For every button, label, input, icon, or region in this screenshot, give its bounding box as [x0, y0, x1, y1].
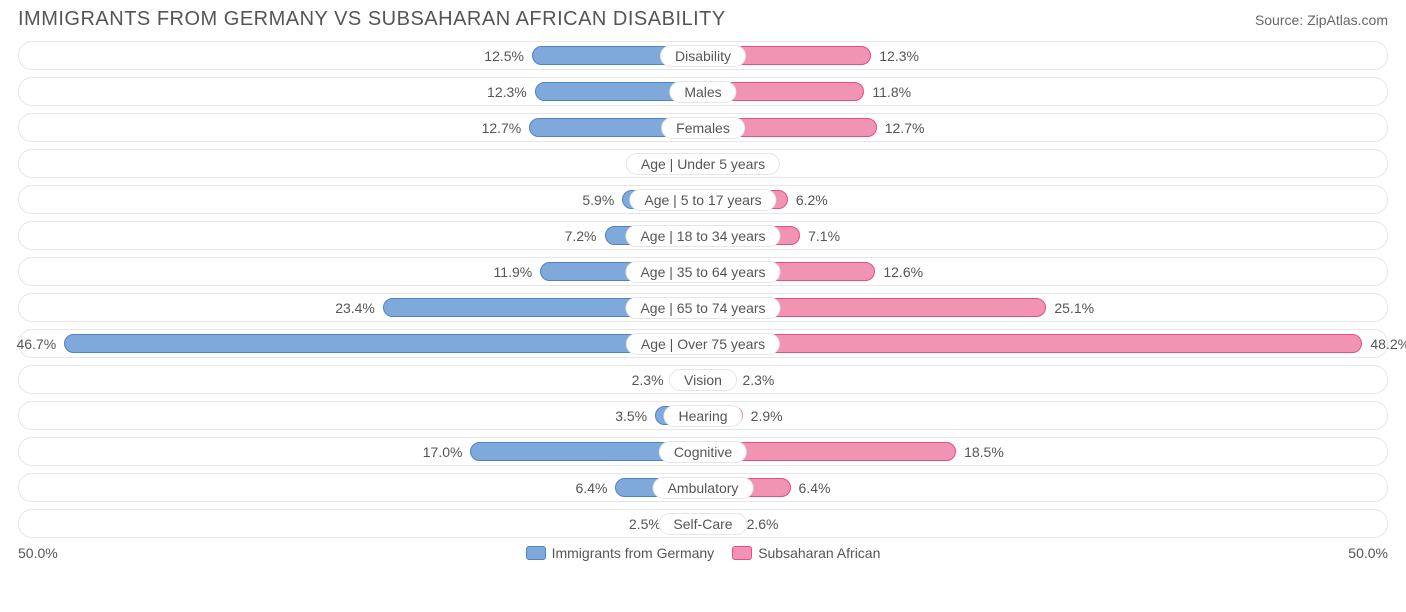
- legend-swatch-right: [732, 546, 752, 560]
- bar-right: [703, 334, 1362, 353]
- value-right: 12.7%: [885, 120, 925, 136]
- value-right: 7.1%: [808, 228, 840, 244]
- value-right: 2.6%: [747, 516, 779, 532]
- chart-row: 2.3% 2.3% Vision: [18, 365, 1388, 394]
- row-label: Self-Care: [658, 513, 747, 535]
- chart-row: 12.7% 12.7% Females: [18, 113, 1388, 142]
- value-right: 6.4%: [799, 480, 831, 496]
- row-label: Age | 35 to 64 years: [625, 261, 780, 283]
- value-left: 23.4%: [335, 300, 375, 316]
- row-label: Age | 65 to 74 years: [625, 297, 780, 319]
- chart-row: 12.5% 12.3% Disability: [18, 41, 1388, 70]
- value-right: 11.8%: [872, 84, 911, 100]
- chart-source: Source: ZipAtlas.com: [1255, 12, 1388, 28]
- bar-left: [64, 334, 703, 353]
- value-right: 2.9%: [751, 408, 783, 424]
- chart-row: 23.4% 25.1% Age | 65 to 74 years: [18, 293, 1388, 322]
- row-label: Males: [669, 81, 736, 103]
- value-left: 3.5%: [615, 408, 647, 424]
- legend-item-right: Subsaharan African: [732, 545, 880, 561]
- legend-swatch-left: [526, 546, 546, 560]
- legend: Immigrants from Germany Subsaharan Afric…: [526, 545, 881, 561]
- value-right: 12.3%: [879, 48, 919, 64]
- value-left: 7.2%: [565, 228, 597, 244]
- chart-row: 7.2% 7.1% Age | 18 to 34 years: [18, 221, 1388, 250]
- chart-row: 3.5% 2.9% Hearing: [18, 401, 1388, 430]
- value-left: 6.4%: [576, 480, 608, 496]
- value-right: 6.2%: [796, 192, 828, 208]
- value-left: 2.3%: [632, 372, 664, 388]
- row-label: Age | 18 to 34 years: [625, 225, 780, 247]
- row-label: Cognitive: [659, 441, 747, 463]
- legend-item-left: Immigrants from Germany: [526, 545, 715, 561]
- chart-title: IMMIGRANTS FROM GERMANY VS SUBSAHARAN AF…: [18, 8, 726, 31]
- chart-row: 6.4% 6.4% Ambulatory: [18, 473, 1388, 502]
- row-label: Age | 5 to 17 years: [629, 189, 776, 211]
- axis-right-max: 50.0%: [1348, 545, 1388, 561]
- value-left: 17.0%: [423, 444, 463, 460]
- axis-left-max: 50.0%: [18, 545, 58, 561]
- chart-row: 1.4%1.3%Age | Under 5 years: [18, 149, 1388, 178]
- row-label: Age | Under 5 years: [626, 153, 780, 175]
- row-label: Age | Over 75 years: [626, 333, 780, 355]
- value-left: 5.9%: [582, 192, 614, 208]
- row-label: Hearing: [663, 405, 742, 427]
- diverging-bar-chart: 12.5% 12.3% Disability 12.3% 11.8% Males 12.7%…: [18, 41, 1388, 538]
- chart-footer: 50.0% Immigrants from Germany Subsaharan…: [18, 545, 1388, 561]
- row-label: Vision: [669, 369, 737, 391]
- value-right: 2.3%: [742, 372, 774, 388]
- chart-row: 17.0% 18.5% Cognitive: [18, 437, 1388, 466]
- value-right: 48.2%: [1370, 336, 1406, 352]
- row-label: Disability: [660, 45, 746, 67]
- row-label: Ambulatory: [653, 477, 754, 499]
- value-left: 2.5%: [629, 516, 661, 532]
- value-left: 12.7%: [482, 120, 522, 136]
- chart-row: 5.9% 6.2% Age | 5 to 17 years: [18, 185, 1388, 214]
- value-left: 12.5%: [484, 48, 524, 64]
- chart-row: 12.3% 11.8% Males: [18, 77, 1388, 106]
- chart-row: 2.5% 2.6%Self-Care: [18, 509, 1388, 538]
- value-left: 11.9%: [494, 264, 533, 280]
- value-right: 12.6%: [883, 264, 923, 280]
- legend-label-right: Subsaharan African: [758, 545, 880, 561]
- chart-row: 46.7%48.2%Age | Over 75 years: [18, 329, 1388, 358]
- chart-row: 11.9% 12.6% Age | 35 to 64 years: [18, 257, 1388, 286]
- value-left: 46.7%: [16, 336, 56, 352]
- value-right: 25.1%: [1054, 300, 1094, 316]
- legend-label-left: Immigrants from Germany: [552, 545, 715, 561]
- row-label: Females: [661, 117, 745, 139]
- value-left: 12.3%: [487, 84, 527, 100]
- value-right: 18.5%: [964, 444, 1004, 460]
- chart-header: IMMIGRANTS FROM GERMANY VS SUBSAHARAN AF…: [18, 8, 1388, 31]
